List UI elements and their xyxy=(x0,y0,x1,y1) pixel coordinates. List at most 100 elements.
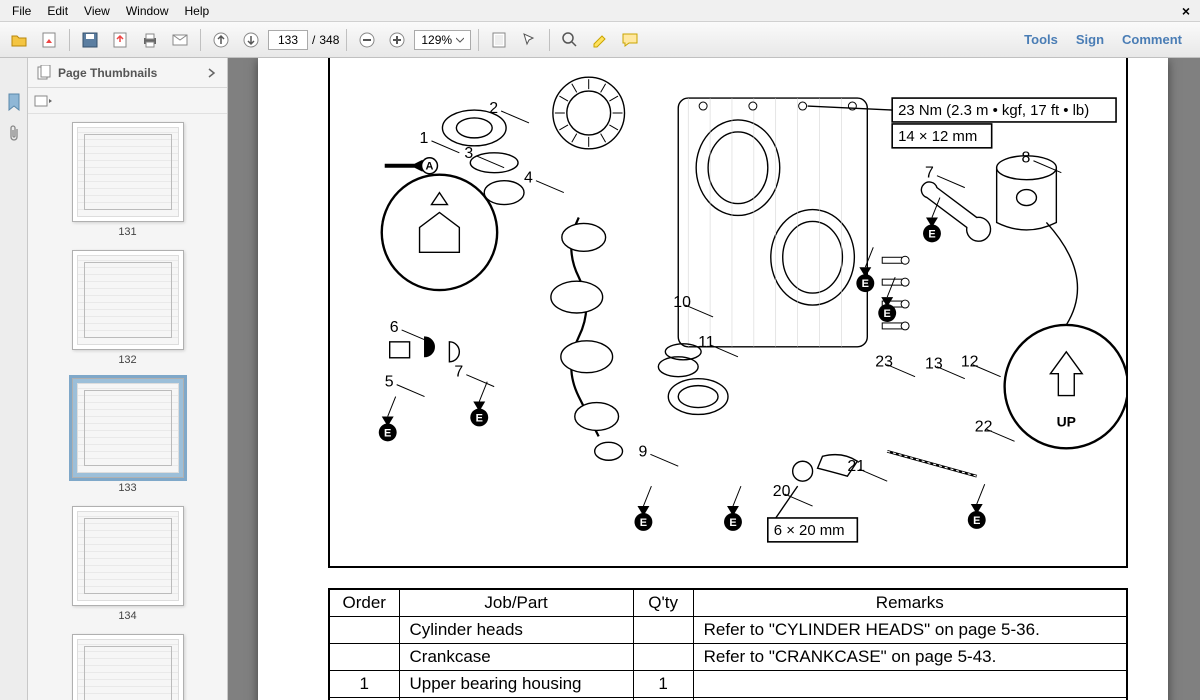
svg-text:9: 9 xyxy=(638,443,647,460)
page-canvas: UP A 23 Nm (2.3 m • kgf, 17 ft • lb) 14 × 1… xyxy=(258,58,1168,700)
zoom-value[interactable]: 129% xyxy=(414,30,471,50)
export-icon[interactable] xyxy=(107,27,133,53)
prev-page-icon[interactable] xyxy=(208,27,234,53)
menu-help[interactable]: Help xyxy=(177,1,218,21)
table-header: Order xyxy=(329,589,399,617)
separator xyxy=(69,29,70,51)
thumbnail-panel: Page Thumbnails 131 132 133 134 135 xyxy=(28,58,228,700)
menu-window[interactable]: Window xyxy=(118,1,177,21)
separator xyxy=(549,29,550,51)
thumbnail-label: 133 xyxy=(118,482,136,494)
table-header: Q'ty xyxy=(633,589,693,617)
thumbnail[interactable]: 132 xyxy=(28,250,227,366)
thumbnail-label: 132 xyxy=(118,354,136,366)
create-pdf-icon[interactable] xyxy=(36,27,62,53)
zoom-box: 129% xyxy=(414,30,471,50)
page-sep: / xyxy=(312,33,315,47)
svg-text:5: 5 xyxy=(385,374,394,391)
svg-text:1: 1 xyxy=(420,130,429,147)
svg-text:4: 4 xyxy=(524,170,533,187)
thumbnail[interactable]: 131 xyxy=(28,122,227,238)
svg-text:7: 7 xyxy=(925,165,934,182)
nav-rail xyxy=(0,58,28,700)
highlight-icon[interactable] xyxy=(587,27,613,53)
svg-text:E: E xyxy=(729,517,736,529)
table-header: Job/Part xyxy=(399,589,633,617)
thumbnail-tools xyxy=(28,88,227,114)
tools-link[interactable]: Tools xyxy=(1024,32,1058,47)
table-row: CrankcaseRefer to "CRANKCASE" on page 5-… xyxy=(329,644,1127,671)
svg-text:23 Nm (2.3 m • kgf, 17 ft • lb: 23 Nm (2.3 m • kgf, 17 ft • lb) xyxy=(898,102,1089,119)
next-page-icon[interactable] xyxy=(238,27,264,53)
svg-text:7: 7 xyxy=(454,364,463,381)
thumb-options-icon[interactable] xyxy=(34,94,52,108)
svg-text:21: 21 xyxy=(847,458,865,475)
parts-table: OrderJob/PartQ'tyRemarksCylinder headsRe… xyxy=(328,588,1128,700)
bookmark-icon[interactable] xyxy=(4,92,24,112)
pages-icon xyxy=(36,65,52,81)
svg-text:E: E xyxy=(884,308,891,320)
toolbar: / 348 129% Tools Sign Comment xyxy=(0,22,1200,58)
collapse-icon[interactable] xyxy=(205,66,219,80)
save-icon[interactable] xyxy=(77,27,103,53)
svg-text:11: 11 xyxy=(698,334,715,351)
separator xyxy=(478,29,479,51)
svg-text:A: A xyxy=(426,161,434,173)
right-toolbar: Tools Sign Comment xyxy=(1024,32,1194,47)
menu-file[interactable]: File xyxy=(4,1,39,21)
separator xyxy=(346,29,347,51)
svg-text:22: 22 xyxy=(975,418,993,435)
svg-text:UP: UP xyxy=(1057,413,1076,429)
menu-edit[interactable]: Edit xyxy=(39,1,76,21)
comment-bubble-icon[interactable] xyxy=(617,27,643,53)
thumbnail-title: Page Thumbnails xyxy=(58,66,157,80)
page-total: 348 xyxy=(319,33,339,47)
svg-text:E: E xyxy=(476,412,483,424)
menu-bar: File Edit View Window Help × xyxy=(0,0,1200,22)
print-icon[interactable] xyxy=(137,27,163,53)
page-indicator: / 348 xyxy=(268,30,339,50)
hand-tool-icon[interactable] xyxy=(486,27,512,53)
separator xyxy=(200,29,201,51)
table-row: 1Upper bearing housing1 xyxy=(329,671,1127,698)
comment-link[interactable]: Comment xyxy=(1122,32,1182,47)
svg-text:E: E xyxy=(384,427,391,439)
thumbnail[interactable]: 135 xyxy=(28,634,227,700)
close-icon[interactable]: × xyxy=(1176,3,1196,19)
zoom-in-icon[interactable] xyxy=(384,27,410,53)
menu-view[interactable]: View xyxy=(76,1,118,21)
svg-text:E: E xyxy=(928,228,935,240)
thumbnail-label: 134 xyxy=(118,610,136,622)
svg-text:E: E xyxy=(640,517,647,529)
thumbnail[interactable]: 134 xyxy=(28,506,227,622)
sign-link[interactable]: Sign xyxy=(1076,32,1104,47)
svg-text:12: 12 xyxy=(961,354,979,371)
svg-text:6: 6 xyxy=(390,319,399,336)
svg-text:14 × 12 mm: 14 × 12 mm xyxy=(898,128,977,145)
document-viewport[interactable]: UP A 23 Nm (2.3 m • kgf, 17 ft • lb) 14 × 1… xyxy=(228,58,1200,700)
thumbnail-list[interactable]: 131 132 133 134 135 xyxy=(28,114,227,700)
thumbnail-header: Page Thumbnails xyxy=(28,58,227,88)
svg-text:13: 13 xyxy=(925,356,943,373)
svg-text:E: E xyxy=(973,515,980,527)
page-input[interactable] xyxy=(268,30,308,50)
chevron-down-icon xyxy=(456,36,464,44)
svg-text:3: 3 xyxy=(464,145,473,162)
attachment-icon[interactable] xyxy=(4,124,24,144)
email-icon[interactable] xyxy=(167,27,193,53)
zoom-out-icon[interactable] xyxy=(354,27,380,53)
main-area: Page Thumbnails 131132133134135 UPA23 Nm… xyxy=(0,58,1200,700)
diagram-frame: UP A 23 Nm (2.3 m • kgf, 17 ft • lb) 14 × 1… xyxy=(328,58,1128,568)
open-icon[interactable] xyxy=(6,27,32,53)
table-header: Remarks xyxy=(693,589,1127,617)
thumbnail[interactable]: 133 xyxy=(28,378,227,494)
table-row: Cylinder headsRefer to "CYLINDER HEADS" … xyxy=(329,617,1127,644)
svg-text:10: 10 xyxy=(673,294,691,311)
select-tool-icon[interactable] xyxy=(516,27,542,53)
find-icon[interactable] xyxy=(557,27,583,53)
thumbnail-label: 131 xyxy=(118,226,136,238)
svg-text:2: 2 xyxy=(489,100,498,117)
svg-text:20: 20 xyxy=(773,483,791,500)
exploded-diagram: UP A 23 Nm (2.3 m • kgf, 17 ft • lb) 14 × 1… xyxy=(330,58,1126,566)
svg-text:23: 23 xyxy=(875,354,893,371)
